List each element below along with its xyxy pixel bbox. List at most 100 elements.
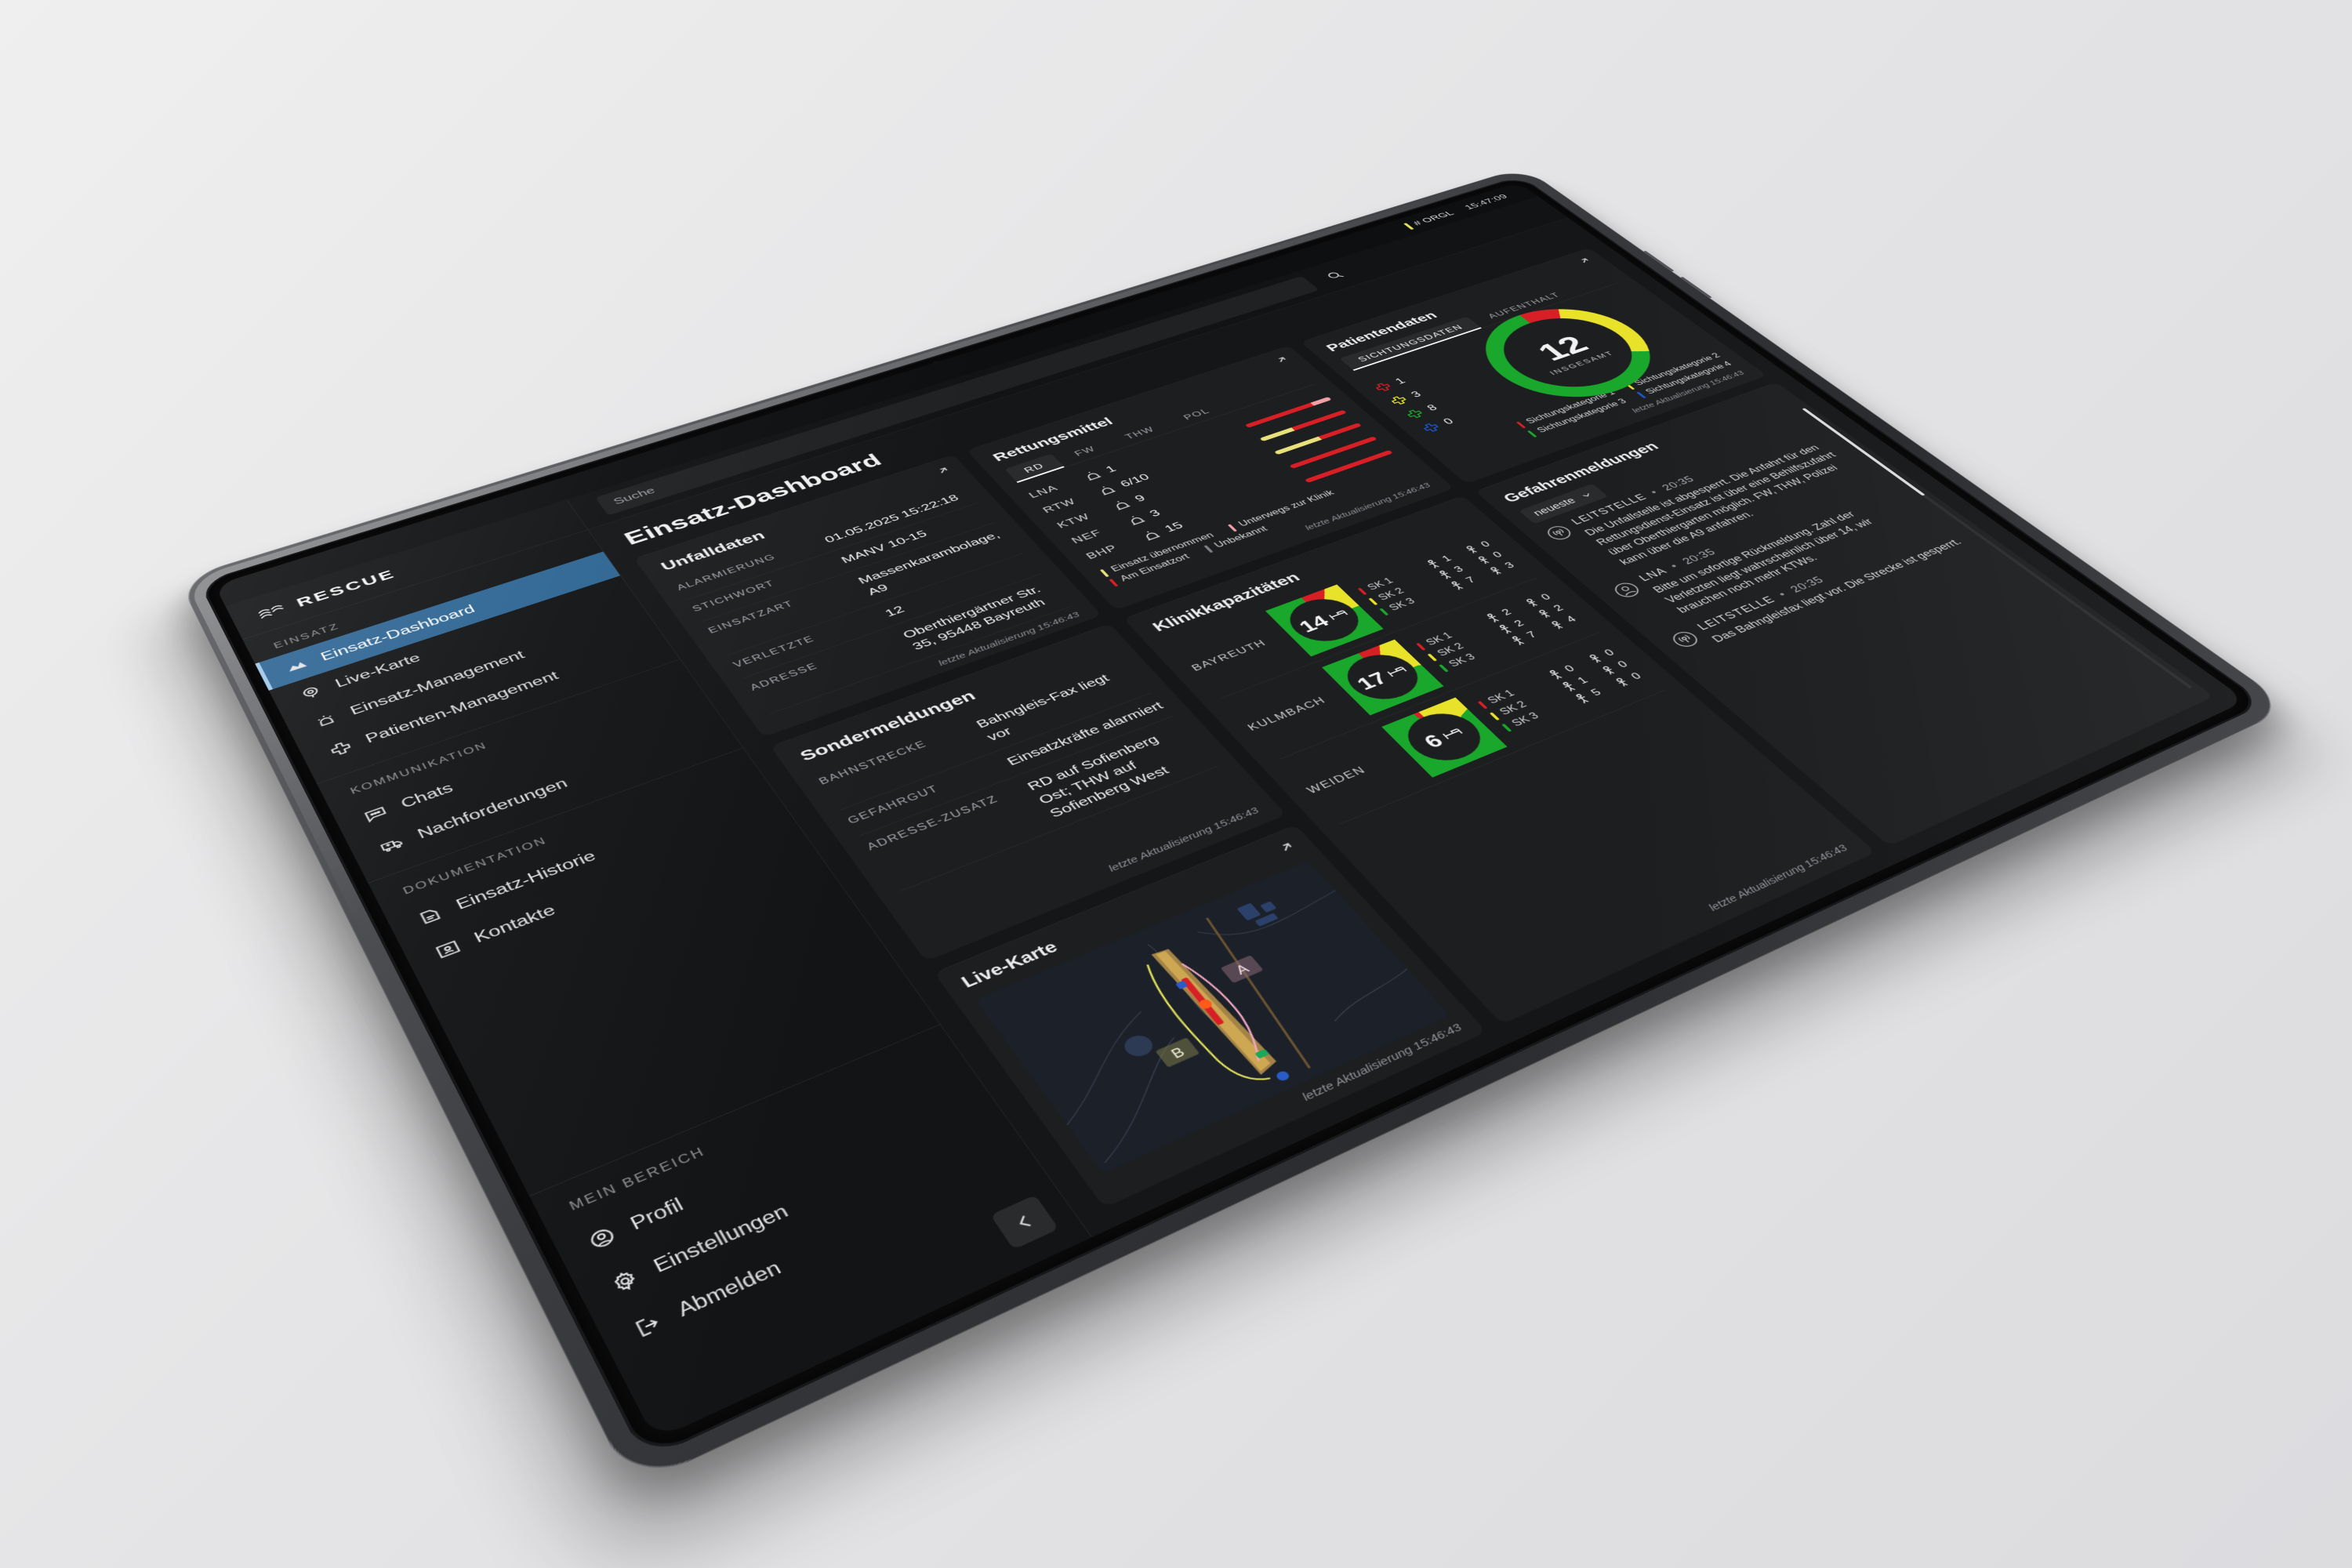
tablet-device: # ORGL 15:47:09 [179,167,2291,1487]
field-row: ADRESSE-ZUSATZ RD auf Sofienberg Ost; TH… [859,717,1218,892]
unit-count: 1 [1102,463,1119,475]
sidebar-item-abmelden[interactable]: Abmelden [594,1134,1047,1367]
radio-tower-icon [1668,629,1704,651]
sidebar-item-label: Kontakte [471,902,559,946]
org-color-bar [1403,223,1414,230]
map-canvas[interactable]: A B [975,861,1450,1174]
sidebar-item-label: Profil [626,1194,687,1234]
chevron-left-icon [1008,1209,1041,1236]
clinic-free-beds: 6 [1418,730,1449,753]
child-icon [1585,652,1606,666]
message-list[interactable]: LEITSTELLE • 20:35 Die Unfallstelle ist … [1541,426,2190,831]
adult-counts: 0 1 5 [1545,663,1605,706]
medical-cross-icon [1387,394,1410,406]
clinic-name: WEIDEN [1304,764,1369,797]
status-bar-rtw [1259,409,1347,441]
sidebar-item-label: Chats [397,780,456,811]
field-row: BAHNSTRECKE Bahngleis-Fax liegt vor [811,658,1152,811]
field-row: GEFAHRGUT Einsatzkräfte alarmiert [840,693,1173,837]
siren-icon [1094,483,1120,498]
group-title: MEIN BEREICH [567,1145,708,1214]
field-value: Bahngleis-Fax liegt vor [973,672,1112,744]
sk-legend: SK 1 SK 2 SK 3 [1477,679,1567,733]
medical-cross-icon [1403,408,1426,421]
sk-label: SK 1 [1477,679,1543,710]
device-bezel: # ORGL 15:47:09 [198,176,2267,1461]
siren-icon [1123,513,1149,528]
sidebar-item-patienten-management[interactable]: Patienten-Management [297,626,673,775]
group-title: DOKUMENTATION [401,836,550,897]
child-icon [1486,564,1506,577]
sidebar-item-nachforderungen[interactable]: Nachforderungen [347,711,736,873]
rescue-logo-icon [255,601,289,622]
search-icon[interactable] [1316,266,1354,285]
child-icon [1547,619,1568,631]
bed-icon [1385,665,1409,678]
unit-count: 3 [1146,507,1163,519]
dashboard-icon [283,657,310,675]
last-update-stamp: letzte Aktualisierung 15:46:43 [1705,842,1851,913]
sidebar-item-einsatz-historie[interactable]: Einsatz-Historie [383,775,782,946]
bed-icon [1441,727,1465,741]
sidebar-item-einstellungen[interactable]: Einstellungen [572,1096,1018,1322]
chat-bubble-icon [361,804,390,824]
logout-icon [630,1310,666,1341]
field-value: Einsatzkräfte alarmiert [1004,699,1167,768]
adult-icon [1446,579,1467,592]
sidebar-item-chats[interactable]: Chats [331,684,717,842]
field-key: ADRESSE-ZUSATZ [865,794,1001,853]
user-circle-icon [585,1224,619,1253]
sidebar-item-label: Live-Karte [332,651,423,690]
group-title: KOMMUNIKATION [349,741,490,797]
chevron-down-icon [1577,490,1596,501]
expand-icon[interactable] [1271,837,1302,858]
sidebar-item-profil[interactable]: Profil [549,1058,990,1278]
child-icon [1522,597,1542,609]
bed-icon [1327,608,1350,621]
sidebar-group-dokumentation: DOKUMENTATION Einsatz-Historie [368,747,811,992]
child-icon [1534,608,1555,620]
child-counts: 0 2 4 [1522,592,1579,631]
sidebar-item-kontakte[interactable]: Kontakte [401,804,804,981]
search-placeholder: Suche [611,485,658,507]
sidebar-item-label: Nachforderungen [415,775,571,842]
siren-icon [1109,498,1134,513]
ambulance-icon [377,834,406,855]
sidebar-group-mein-bereich: MEIN BEREICH Profil [528,1024,1055,1381]
child-counts: 0 0 3 [1462,539,1518,577]
clinic-row: WEIDEN 6 SK 1 SK [1279,633,1666,825]
sidebar-item-label: Einsatz-Management [347,648,528,717]
sidebar-spacer [423,844,939,1196]
svg-text:A: A [1233,962,1253,978]
adult-icon [1495,622,1516,636]
field-key: GEFAHRGUT [846,784,942,826]
adult-icon [1545,668,1566,681]
card-sondermeldungen: Sondermeldungen BAHNSTRECKE Bahngleis-Fa… [770,623,1287,962]
sidebar-item-label: Einstellungen [650,1200,792,1277]
sk-counts: 1 3 7 0 0 3 [1423,537,1523,591]
clinic-name: KULMBACH [1245,695,1329,733]
field-value: RD auf Sofienberg Ost; THW auf Sofienber… [1024,733,1172,821]
medical-cross-icon [1419,421,1443,434]
sidebar-item-label: Patienten-Management [362,669,561,746]
sk-legend: SK 1 SK 2 SK 3 [1416,622,1504,673]
svg-text:B: B [1169,1045,1189,1062]
field-key: ADRESSE [748,662,820,693]
adult-icon [1508,634,1529,648]
last-update-stamp: letzte Aktualisierung 15:46:43 [1299,1022,1465,1104]
adult-icon [1483,612,1504,624]
child-icon [1612,675,1634,688]
adult-icon [1423,558,1443,571]
adult-icon [1571,691,1593,706]
sk-counts: 2 2 7 0 2 4 [1483,590,1585,647]
sidebar-collapse-button[interactable] [990,1194,1059,1250]
child-icon [1462,543,1483,555]
gear-icon [608,1266,643,1296]
clinic-free-beds: 17 [1352,668,1392,694]
unit-count: 6/10 [1117,471,1152,489]
child-counts: 0 0 0 [1585,648,1645,689]
app-screen: # ORGL 15:47:09 [214,182,2247,1441]
siren-icon [1080,468,1105,482]
siren-icon [312,710,339,729]
